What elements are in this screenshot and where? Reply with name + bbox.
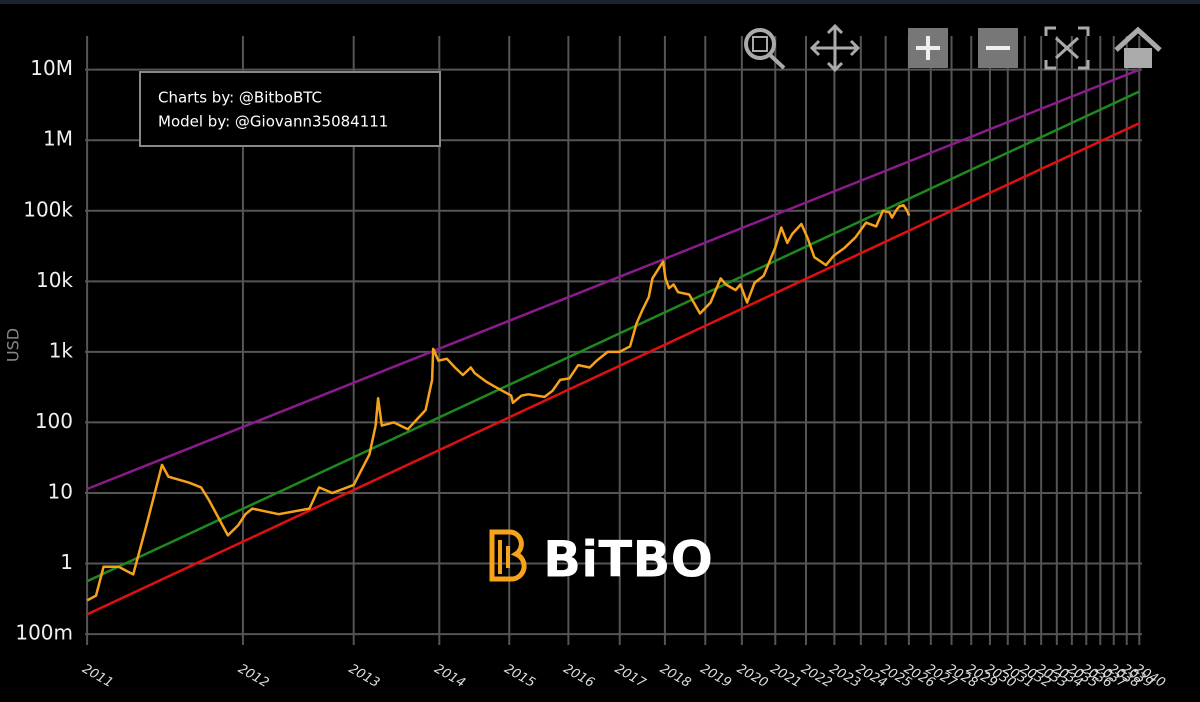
- y-tick-label: 10M: [30, 56, 73, 80]
- pan-button[interactable]: [809, 23, 861, 73]
- y-axis-label: USD: [4, 328, 23, 362]
- y-tick-label: 100k: [23, 197, 73, 221]
- y-tick-label: 10k: [36, 268, 73, 292]
- series-line: [86, 203, 911, 602]
- y-tick-label: 10: [48, 479, 73, 503]
- watermark: BiTBO: [543, 531, 713, 589]
- y-tick-label: 1: [60, 550, 73, 574]
- autoscale-button[interactable]: [1044, 26, 1090, 70]
- y-tick-label: 100m: [15, 621, 73, 645]
- series-line: [86, 90, 1140, 583]
- y-tick-label: 1k: [49, 338, 74, 362]
- home-button[interactable]: [1114, 26, 1162, 68]
- zoom-out-button[interactable]: [978, 28, 1018, 68]
- y-tick-label: 1M: [43, 127, 73, 151]
- series-line: [86, 122, 1140, 616]
- y-tick-label: 100: [35, 409, 73, 433]
- series-line: [86, 68, 1140, 491]
- top-bar: [0, 0, 1200, 4]
- annotation-box: [139, 71, 441, 147]
- annotation: Charts by: @BitboBTC: [158, 89, 322, 107]
- zoom-button[interactable]: [744, 28, 786, 70]
- watermark-logo: BiTBO: [489, 529, 713, 589]
- zoom-in-button[interactable]: [908, 28, 948, 68]
- plot-lines: [86, 68, 1140, 616]
- annotation: Model by: @Giovann35084111: [158, 113, 388, 131]
- toolbar: [744, 23, 1162, 73]
